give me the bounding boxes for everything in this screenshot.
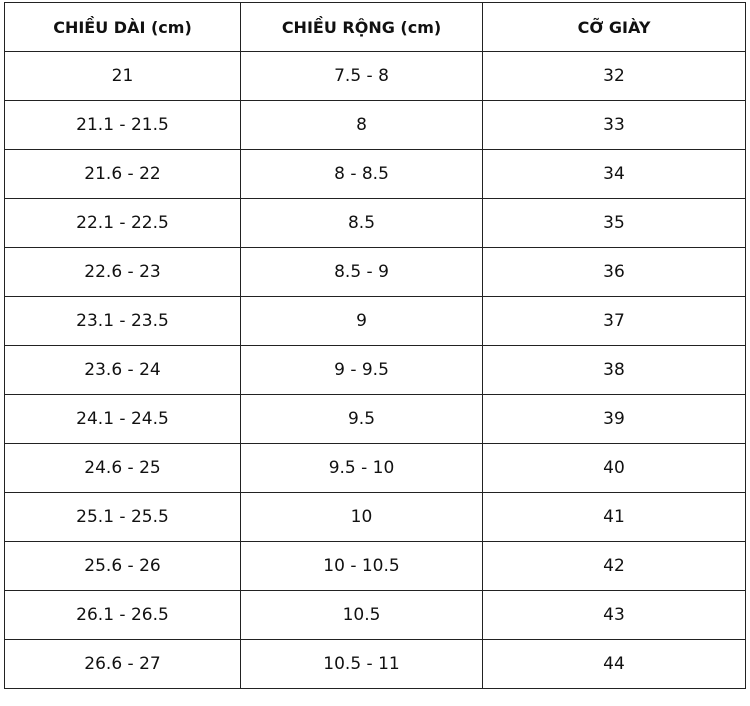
table-cell: 9.5 xyxy=(240,394,483,444)
table-cell: 8 - 8.5 xyxy=(240,149,483,199)
table-cell: 7.5 - 8 xyxy=(240,51,483,101)
table-cell: 8.5 xyxy=(240,198,483,248)
table-cell: 10.5 xyxy=(240,590,483,640)
table-cell: 37 xyxy=(482,296,746,346)
header-cell: CHIỀU RỘNG (cm) xyxy=(240,2,483,52)
table-cell: 8 xyxy=(240,100,483,150)
table-cell: 35 xyxy=(482,198,746,248)
table-cell: 26.1 - 26.5 xyxy=(4,590,241,640)
table-cell: 21.6 - 22 xyxy=(4,149,241,199)
table-cell: 23.6 - 24 xyxy=(4,345,241,395)
table-row: 26.6 - 27 10.5 - 11 44 xyxy=(4,639,746,689)
table-cell: 10.5 - 11 xyxy=(240,639,483,689)
table-row: 21.6 - 22 8 - 8.5 34 xyxy=(4,149,746,199)
table-row: 24.1 - 24.5 9.5 39 xyxy=(4,394,746,444)
header-cell: CỠ GIÀY xyxy=(482,2,746,52)
size-table: CHIỀU DÀI (cm) CHIỀU RỘNG (cm) CỠ GIÀY 21 7… xyxy=(4,2,746,689)
table-cell: 21.1 - 21.5 xyxy=(4,100,241,150)
table-cell: 22.6 - 23 xyxy=(4,247,241,297)
table-cell: 25.1 - 25.5 xyxy=(4,492,241,542)
table-cell: 25.6 - 26 xyxy=(4,541,241,591)
table-row: 23.6 - 24 9 - 9.5 38 xyxy=(4,345,746,395)
table-cell: 33 xyxy=(482,100,746,150)
table-row: 22.1 - 22.5 8.5 35 xyxy=(4,198,746,248)
table-cell: 10 - 10.5 xyxy=(240,541,483,591)
table-cell: 41 xyxy=(482,492,746,542)
table-row: 21 7.5 - 8 32 xyxy=(4,51,746,101)
table-row: 23.1 - 23.5 9 37 xyxy=(4,296,746,346)
table-cell: 38 xyxy=(482,345,746,395)
table-cell: 26.6 - 27 xyxy=(4,639,241,689)
table-cell: 8.5 - 9 xyxy=(240,247,483,297)
table-row: 22.6 - 23 8.5 - 9 36 xyxy=(4,247,746,297)
table-cell: 36 xyxy=(482,247,746,297)
table-body: 21 7.5 - 8 32 21.1 - 21.5 8 33 21.6 - 22 8 - 8.… xyxy=(4,51,746,689)
table-cell: 21 xyxy=(4,51,241,101)
table-cell: 42 xyxy=(482,541,746,591)
table-cell: 23.1 - 23.5 xyxy=(4,296,241,346)
table-cell: 9 - 9.5 xyxy=(240,345,483,395)
table-row: 24.6 - 25 9.5 - 10 40 xyxy=(4,443,746,493)
table-cell: 9 xyxy=(240,296,483,346)
table-cell: 32 xyxy=(482,51,746,101)
table-row: 25.6 - 26 10 - 10.5 42 xyxy=(4,541,746,591)
table-cell: 39 xyxy=(482,394,746,444)
header-cell: CHIỀU DÀI (cm) xyxy=(4,2,241,52)
table-cell: 9.5 - 10 xyxy=(240,443,483,493)
table-cell: 44 xyxy=(482,639,746,689)
table-row: 21.1 - 21.5 8 33 xyxy=(4,100,746,150)
table-cell: 34 xyxy=(482,149,746,199)
table-row: 26.1 - 26.5 10.5 43 xyxy=(4,590,746,640)
table-cell: 10 xyxy=(240,492,483,542)
table-cell: 22.1 - 22.5 xyxy=(4,198,241,248)
header-row: CHIỀU DÀI (cm) CHIỀU RỘNG (cm) CỠ GIÀY xyxy=(4,2,746,52)
table-cell: 24.1 - 24.5 xyxy=(4,394,241,444)
table-cell: 24.6 - 25 xyxy=(4,443,241,493)
table-header: CHIỀU DÀI (cm) CHIỀU RỘNG (cm) CỠ GIÀY xyxy=(4,2,746,52)
table-cell: 40 xyxy=(482,443,746,493)
table-cell: 43 xyxy=(482,590,746,640)
table-row: 25.1 - 25.5 10 41 xyxy=(4,492,746,542)
